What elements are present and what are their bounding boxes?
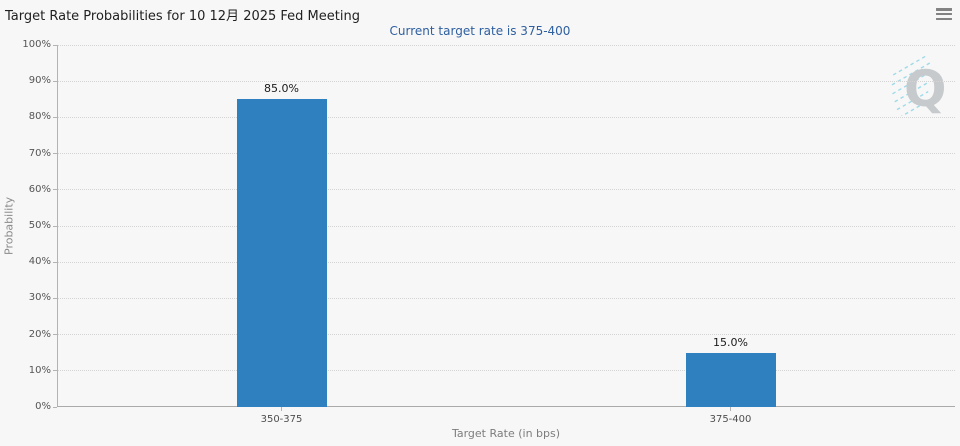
bar-value-label: 85.0% — [264, 82, 299, 96]
gridline-100 — [58, 44, 955, 46]
y-tick-mark — [53, 370, 57, 372]
gridline-40 — [58, 261, 955, 263]
y-tick-mark — [53, 116, 57, 118]
y-tick-label: 0% — [35, 401, 51, 412]
x-tick-mark — [281, 407, 282, 411]
y-tick-mark — [53, 297, 57, 299]
gridline-80 — [58, 116, 955, 118]
y-tick-label: 10% — [28, 364, 51, 376]
gridline-10 — [58, 370, 955, 372]
y-tick-label: 20% — [28, 328, 51, 340]
y-tick-mark — [53, 225, 57, 227]
y-tick-label: 60% — [28, 183, 51, 195]
gridline-90 — [58, 80, 955, 82]
bar-350-375[interactable] — [236, 99, 327, 407]
gridline-30 — [58, 297, 955, 299]
x-tick-mark — [730, 407, 731, 411]
y-tick-label: 50% — [28, 220, 51, 231]
y-tick-label: 90% — [28, 75, 51, 87]
gridline-20 — [58, 334, 955, 336]
y-tick-mark — [53, 406, 57, 408]
chart-subtitle: Current target rate is 375-400 — [389, 24, 571, 38]
bar-value-label: 15.0% — [713, 335, 748, 349]
hamburger-bar — [936, 12, 952, 16]
x-tick-label: 375-400 — [709, 414, 752, 425]
gridline-50 — [58, 225, 955, 227]
plot-area: 0% 10% 20% 30% 40% 50% 60% 70% 80% 90% 100% 85.0% 35… — [22, 39, 955, 425]
gridline-70 — [58, 153, 955, 155]
y-tick-mark — [53, 44, 57, 46]
x-axis-line — [57, 406, 955, 407]
gridline-60 — [58, 189, 955, 191]
bar-375-400[interactable] — [685, 352, 776, 407]
y-axis-line — [57, 45, 58, 407]
hamburger-bar — [936, 17, 952, 21]
y-tick-label: 70% — [28, 147, 51, 159]
y-tick-label: 100% — [22, 39, 51, 50]
y-tick-mark — [53, 189, 57, 191]
y-tick-mark — [53, 334, 57, 336]
x-tick-label: 350-375 — [260, 414, 303, 425]
y-tick-label: 40% — [28, 256, 51, 268]
chart-title: Target Rate Probabilities for 10 12月 202… — [5, 9, 360, 24]
hamburger-bar — [936, 8, 952, 11]
hamburger-menu-icon[interactable] — [936, 8, 952, 21]
y-tick-label: 80% — [28, 111, 51, 123]
y-tick-label: 30% — [28, 292, 51, 304]
x-axis-title: Target Rate (in bps) — [451, 427, 561, 440]
y-tick-mark — [53, 261, 57, 263]
y-tick-mark — [53, 80, 57, 82]
y-tick-mark — [53, 153, 57, 155]
